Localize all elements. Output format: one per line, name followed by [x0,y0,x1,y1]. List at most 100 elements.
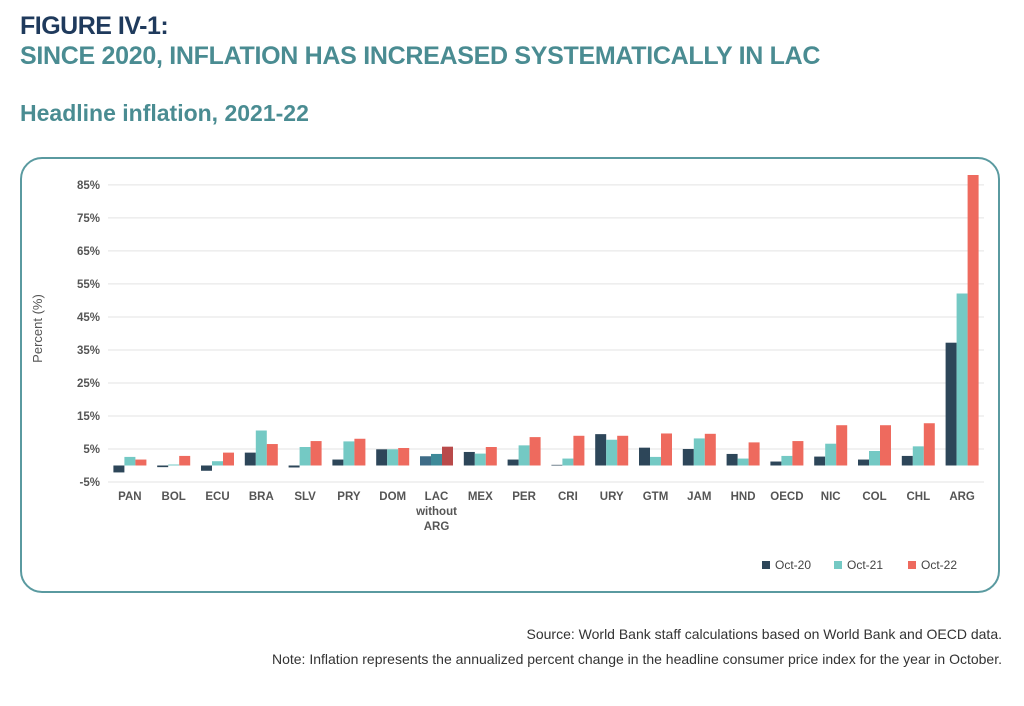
x-category-label-line: PAN [118,491,141,503]
figure-label: FIGURE IV-1: [20,12,169,40]
bar-arg-oct-21 [956,293,968,466]
bar-gtm-oct-22 [661,433,672,466]
bar-ecu-oct-21 [212,461,223,466]
bar-jam-oct-20 [682,448,694,466]
x-category-label-line: BRA [249,491,274,503]
bar-slv-oct-20 [288,465,300,468]
x-category-label: CRI [558,491,578,503]
y-tick-label: 45% [77,312,100,324]
x-category-label: PER [512,491,536,503]
x-category-label: SLV [294,491,316,503]
x-category-label-line: ARG [424,521,450,533]
source-note: Source: World Bank staff calculations ba… [526,626,1002,642]
bar-arg-oct-20 [945,342,957,466]
y-tick-label: 25% [77,378,100,390]
legend: Oct-20 Oct-21 Oct-22 [762,558,957,572]
bar-lac-without-arg-oct-20 [420,456,431,466]
x-category-label: BRA [249,491,274,503]
x-category-label-line: MEX [468,491,493,503]
bar-dom-oct-22 [398,447,410,466]
x-category-label-line: URY [600,491,624,503]
x-category-label: LAC without ARG [415,491,457,533]
legend-label-oct-21: Oct-21 [847,558,883,572]
x-category-label-line: COL [862,491,886,503]
bar-cri-oct-20 [551,464,563,466]
bar-bra-oct-21 [255,430,267,466]
bar-jam-oct-22 [704,433,716,466]
bar-jam-oct-21 [693,438,705,466]
bar-oecd-oct-22 [792,441,804,466]
bar-dom-oct-21 [387,449,399,466]
bar-col-oct-22 [880,425,891,466]
bar-chart: -5% 5% 15% 25% 35% 45% 55% 65% 75% 85% PAN BOL ECU B… [30,175,984,572]
bar-per-oct-20 [507,459,519,466]
bar-pan-oct-21 [124,456,136,466]
bar-nic-oct-20 [814,456,826,466]
gridlines [108,184,984,483]
bar-mex-oct-20 [463,451,475,466]
bar-pan-oct-20 [113,465,125,473]
x-category-label: ECU [205,491,229,503]
chart-subtitle: Headline inflation, 2021-22 [20,100,309,126]
x-category-label: NIC [821,491,841,503]
bar-bra-oct-20 [244,452,256,466]
y-tick-label: -5% [80,477,100,489]
bar-ury-oct-22 [617,435,629,466]
bar-chl-oct-21 [912,446,924,466]
x-category-label-line: GTM [643,491,669,503]
bar-col-oct-20 [858,459,869,466]
legend-label-oct-22: Oct-22 [921,558,957,572]
x-category-label-line: LAC [425,491,449,503]
bar-slv-oct-21 [299,447,311,466]
bar-nic-oct-21 [825,443,837,466]
x-category-label-line: SLV [294,491,316,503]
x-category-label-line: PRY [337,491,361,503]
x-category-label-line: DOM [379,491,406,503]
bar-ecu-oct-20 [201,465,212,471]
x-category-label-line: NIC [821,491,841,503]
x-category-label: URY [600,491,624,503]
bar-hnd-oct-22 [748,442,760,466]
bar-lac-without-arg-oct-21 [431,453,442,466]
bar-hnd-oct-20 [726,453,738,466]
bar-oecd-oct-20 [770,461,782,466]
bar-pry-oct-22 [354,438,366,466]
x-category-label-line: PER [512,491,536,503]
y-tick-label: 65% [77,246,100,258]
bar-oecd-oct-21 [781,455,793,466]
x-category-label: COL [862,491,886,503]
x-category-label-line: CRI [558,491,578,503]
x-category-label: OECD [770,491,803,503]
bar-dom-oct-20 [376,449,388,466]
bar-gtm-oct-20 [639,447,650,466]
legend-swatch-oct-20 [762,561,770,569]
bar-mex-oct-22 [485,447,497,466]
x-category-label-line: JAM [687,491,711,503]
x-category-label-line: OECD [770,491,803,503]
x-category-label: ARG [949,491,975,503]
y-axis-ticks: -5% 5% 15% 25% 35% 45% 55% 65% 75% 85% [77,180,100,489]
x-category-label: HND [731,491,756,503]
bar-arg-oct-22 [967,175,979,466]
chart-panel: -5% 5% 15% 25% 35% 45% 55% 65% 75% 85% PAN BOL ECU B… [20,157,1000,593]
bar-ecu-oct-22 [223,452,234,466]
x-category-label-line: CHL [906,491,930,503]
x-category-label: GTM [643,491,669,503]
x-category-label-line: BOL [162,491,186,503]
y-tick-label: 75% [77,213,100,225]
bar-col-oct-21 [869,450,880,466]
y-tick-label: 85% [77,180,100,192]
x-category-label: JAM [687,491,711,503]
figure-title: SINCE 2020, INFLATION HAS INCREASED SYST… [20,42,821,70]
y-tick-label: 35% [77,345,100,357]
bar-hnd-oct-21 [737,458,749,466]
bar-bol-oct-21 [168,464,180,466]
bar-bol-oct-22 [179,455,191,466]
bar-lac-without-arg-oct-22 [442,446,453,466]
bar-chl-oct-22 [923,423,935,466]
bar-bra-oct-22 [266,444,278,466]
y-tick-label: 5% [83,444,100,456]
bar-pry-oct-20 [332,459,344,466]
x-category-label: MEX [468,491,493,503]
x-axis-categories: PAN BOL ECU BRA SLV PRY DOM LAC without ARG MEX PER… [118,491,975,533]
